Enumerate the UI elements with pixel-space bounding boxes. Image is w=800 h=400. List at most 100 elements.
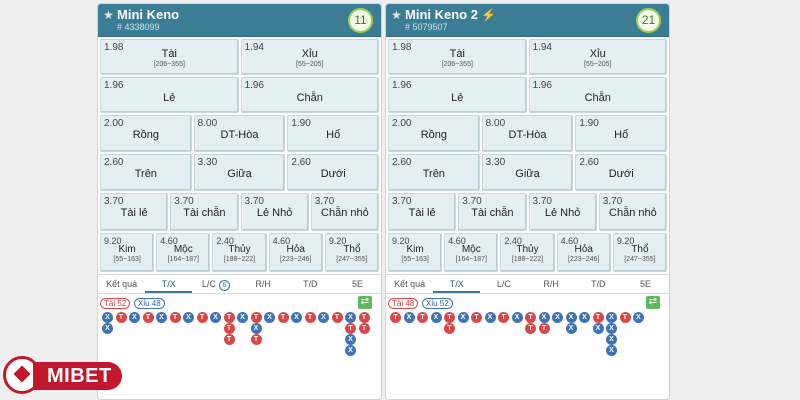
history-dot: T: [250, 312, 262, 323]
history-dot: X: [237, 312, 248, 323]
bet-name: Tài lẻ: [408, 207, 436, 219]
history-dot: T: [223, 312, 235, 323]
bet-option[interactable]: 4.60 Mộc [164~187]: [156, 233, 211, 272]
bet-option[interactable]: 2.60 Trên: [388, 154, 480, 191]
bet-option[interactable]: 3.70 Chẵn nhỏ: [310, 193, 379, 231]
bet-option[interactable]: 9.20 Thổ [247~355]: [612, 233, 668, 272]
tai-count-badge: Tài 52: [100, 298, 131, 309]
tab-4[interactable]: T/D: [287, 275, 334, 293]
bet-option[interactable]: 3.30 Giữa: [481, 154, 574, 191]
history-dot: T: [444, 312, 455, 323]
bet-option[interactable]: 4.60 Hỏa [223~246]: [556, 233, 611, 272]
tab-4[interactable]: T/D: [575, 275, 622, 293]
history-dot: X: [633, 312, 644, 323]
bet-option[interactable]: 1.98 Tài [206~355]: [388, 39, 527, 75]
bet-option[interactable]: 3.70 Tài lẻ: [100, 193, 169, 231]
bet-odds: 3.70: [392, 196, 412, 207]
bet-odds: 2.40: [216, 236, 234, 246]
tab-label: R/H: [543, 279, 559, 289]
bet-option[interactable]: 3.30 Giữa: [193, 154, 286, 191]
bet-name: Xỉu: [589, 48, 606, 60]
bet-option[interactable]: 3.70 Lẻ Nhỏ: [240, 193, 309, 231]
history-dot: X: [430, 312, 442, 323]
tab-5[interactable]: 5E: [334, 275, 381, 293]
bet-option[interactable]: 2.40 Thủy [188~222]: [212, 233, 267, 272]
bet-name: Thổ: [343, 244, 361, 255]
tab-1[interactable]: T/X: [433, 275, 481, 293]
bet-range: [206~355]: [153, 61, 185, 68]
history-dot: X: [511, 312, 523, 323]
bet-odds: 1.96: [532, 80, 552, 91]
history-dot: X: [250, 323, 262, 334]
history-dot: X: [102, 312, 113, 323]
history-dot: T: [223, 334, 235, 345]
bet-option[interactable]: 9.20 Thổ [247~355]: [324, 233, 380, 272]
bet-option[interactable]: 2.00 Rồng: [388, 115, 480, 152]
bet-option[interactable]: 8.00 DT-Hòa: [193, 115, 286, 152]
tab-0[interactable]: Kết quả: [386, 275, 433, 293]
bet-name: Kim: [406, 244, 424, 255]
star-icon[interactable]: ★: [391, 8, 402, 22]
history-dot: X: [484, 312, 496, 323]
tai-count-badge: Tài 48: [388, 298, 419, 309]
tab-0[interactable]: Kết quả: [98, 275, 145, 293]
bet-option[interactable]: 1.94 Xỉu [55~205]: [240, 39, 379, 75]
bet-option[interactable]: 9.20 Kim [55~163]: [100, 233, 155, 272]
bet-option[interactable]: 4.60 Mộc [164~187]: [444, 233, 499, 272]
history-dot: T: [525, 312, 536, 323]
history-dot: X: [565, 312, 577, 323]
bet-option[interactable]: 3.70 Tài chẵn: [458, 193, 527, 231]
tab-2[interactable]: L/C: [480, 275, 527, 293]
bet-option[interactable]: 2.60 Trên: [100, 154, 192, 191]
bet-odds: 2.00: [392, 118, 412, 129]
star-icon[interactable]: ★: [103, 8, 114, 22]
bet-odds: 9.20: [616, 236, 635, 246]
bet-range: [55~163]: [113, 256, 141, 263]
bet-odds: 9.20: [392, 236, 410, 246]
tab-3[interactable]: R/H: [240, 275, 287, 293]
history-dot: T: [196, 312, 208, 323]
panel-title-text: Mini Keno 2: [405, 7, 478, 22]
bet-option[interactable]: 1.90 Hổ: [575, 115, 668, 152]
bet-name: Lẻ Nhỏ: [544, 207, 581, 219]
bet-option[interactable]: 2.00 Rồng: [100, 115, 192, 152]
tab-2[interactable]: L/C 6: [192, 275, 239, 293]
bet-option[interactable]: 1.94 Xỉu [55~205]: [528, 39, 667, 75]
bet-option[interactable]: 2.60 Dưới: [575, 154, 668, 191]
tab-1[interactable]: T/X: [145, 275, 193, 293]
bet-option[interactable]: 1.98 Tài [206~355]: [100, 39, 239, 75]
bet-option[interactable]: 2.40 Thủy [188~222]: [500, 233, 555, 272]
bet-option[interactable]: 1.96 Lẻ: [388, 77, 527, 113]
history-dot: X: [606, 323, 617, 334]
bet-odds: 3.70: [602, 196, 623, 207]
bet-option[interactable]: 1.90 Hổ: [287, 115, 380, 152]
bet-option[interactable]: 1.96 Chẵn: [528, 77, 667, 113]
bet-row: 9.20 Kim [55~163] 4.60 Mộc [164~187] 2.40 Thủy[…: [100, 233, 380, 272]
bet-range: [223~246]: [280, 256, 312, 263]
history-dot: X: [291, 312, 302, 323]
history-dot: T: [444, 323, 455, 334]
history-dot: X: [102, 323, 113, 334]
bet-option[interactable]: 9.20 Kim [55~163]: [388, 233, 443, 272]
tab-label: Kết quả: [394, 279, 426, 289]
bet-option[interactable]: 4.60 Hỏa [223~246]: [268, 233, 323, 272]
bet-range: [55~205]: [296, 61, 324, 68]
bet-option[interactable]: 3.70 Lẻ Nhỏ: [528, 193, 597, 231]
bet-option[interactable]: 3.70 Tài lẻ: [388, 193, 457, 231]
tab-5[interactable]: 5E: [622, 275, 669, 293]
bet-option[interactable]: 3.70 Tài chẵn: [170, 193, 239, 231]
tab-3[interactable]: R/H: [528, 275, 575, 293]
bet-option[interactable]: 2.60 Dưới: [287, 154, 380, 191]
swap-icon[interactable]: ⇄: [646, 296, 660, 309]
swap-icon[interactable]: ⇄: [358, 296, 372, 309]
bet-option[interactable]: 3.70 Chẵn nhỏ: [598, 193, 667, 231]
countdown-badge: 11: [348, 8, 373, 33]
history-dot: T: [417, 312, 428, 323]
history-dot: T: [223, 323, 235, 334]
history-dot: T: [619, 312, 631, 323]
bet-option[interactable]: 8.00 DT-Hòa: [481, 115, 574, 152]
lightning-icon: ⚡: [480, 8, 496, 22]
bet-range: [188~222]: [223, 256, 256, 263]
bet-option[interactable]: 1.96 Lẻ: [100, 77, 239, 113]
bet-option[interactable]: 1.96 Chẵn: [240, 77, 379, 113]
